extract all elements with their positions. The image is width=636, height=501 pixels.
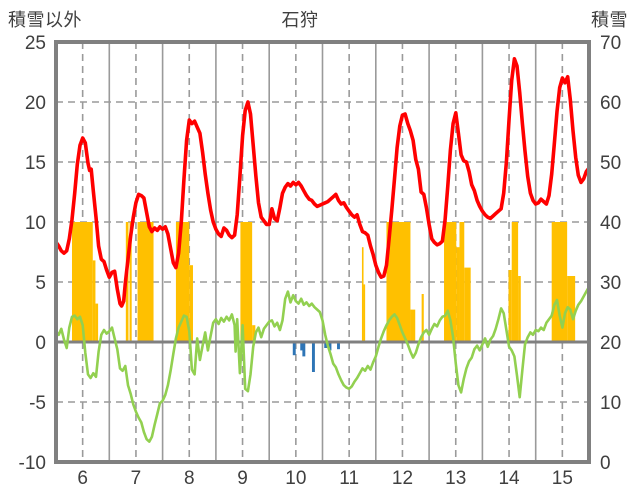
blue-bar xyxy=(292,342,296,356)
x-axis-tick: 8 xyxy=(184,468,195,489)
red-line xyxy=(55,56,591,308)
orange-bar xyxy=(511,222,519,342)
right-axis-tick: 60 xyxy=(600,93,621,114)
left-axis-tick: -10 xyxy=(19,453,46,474)
right-axis-tick: 20 xyxy=(600,333,621,354)
orange-bar xyxy=(92,260,96,342)
orange-bar xyxy=(386,222,411,342)
x-axis-tick: 15 xyxy=(552,468,573,489)
blue-bar xyxy=(328,342,332,351)
right-axis-tick: 50 xyxy=(600,153,621,174)
right-axis-tick: 40 xyxy=(600,213,621,234)
orange-bar xyxy=(551,222,568,342)
left-axis-tick: 20 xyxy=(25,93,46,114)
plot-frame xyxy=(54,40,591,464)
left-axis-tick: 15 xyxy=(25,153,46,174)
orange-bar xyxy=(95,303,99,342)
orange-bar xyxy=(240,222,253,342)
orange-bar xyxy=(421,294,424,342)
orange-bar xyxy=(363,284,366,342)
left-axis-tick: 25 xyxy=(25,33,46,54)
blue-bar xyxy=(300,342,304,351)
chart-title: 石狩 xyxy=(281,10,319,30)
right-axis-title: 積雪 xyxy=(591,10,628,30)
left-axis-tick: 5 xyxy=(35,273,46,294)
right-axis-tick: 10 xyxy=(600,393,621,414)
right-axis-tick: 70 xyxy=(600,33,621,54)
bar-series xyxy=(71,222,576,372)
orange-bar xyxy=(129,222,132,342)
blue-bar xyxy=(337,342,340,350)
orange-bar xyxy=(464,267,471,342)
blue-bar xyxy=(302,342,306,357)
orange-bar xyxy=(71,222,93,342)
left-axis-tick: 10 xyxy=(25,213,46,234)
orange-bar xyxy=(459,222,465,342)
x-axis-tick: 10 xyxy=(285,468,306,489)
orange-bar xyxy=(518,276,521,342)
blue-bar xyxy=(324,342,328,348)
green-line xyxy=(54,285,591,443)
left-axis-tick: 0 xyxy=(35,333,46,354)
orange-bar xyxy=(508,270,512,342)
orange-bar xyxy=(189,265,193,342)
x-axis-tick: 13 xyxy=(445,468,466,489)
orange-bar xyxy=(137,222,154,342)
frame-border xyxy=(54,40,591,464)
x-axis-tick: 12 xyxy=(392,468,413,489)
left-axis-title: 積雪以外 xyxy=(8,10,82,30)
orange-bar xyxy=(361,247,364,342)
x-axis-tick: 11 xyxy=(339,468,359,489)
blue-bar xyxy=(311,342,315,372)
orange-bar xyxy=(252,325,256,342)
orange-bar xyxy=(456,247,460,342)
right-axis-tick: 0 xyxy=(600,453,611,474)
orange-bar xyxy=(410,309,416,342)
x-axis-tick: 14 xyxy=(498,468,520,489)
right-axis-tick: 30 xyxy=(600,273,621,294)
left-axis-tick: -5 xyxy=(29,393,46,414)
x-axis-tick: 9 xyxy=(237,468,248,489)
x-axis-tick: 6 xyxy=(77,468,88,489)
x-axis-tick: 7 xyxy=(131,468,142,489)
